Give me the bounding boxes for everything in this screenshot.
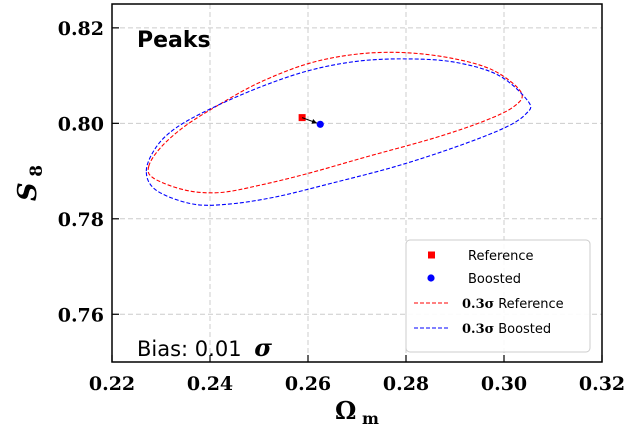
bias-text: Bias: 0.01 <box>137 337 242 361</box>
x-tick-label: 0.26 <box>285 373 331 395</box>
legend: Reference Boosted 0.3σ Reference 0.3σ Boosted <box>405 239 591 353</box>
contour-boosted <box>145 58 532 206</box>
x-axis-title-main: Ω <box>335 396 356 425</box>
y-tick-label: 0.78 <box>58 209 104 231</box>
x-tick-label: 0.28 <box>383 373 429 395</box>
bias-annotation: Bias: 0.01 σ <box>137 333 272 362</box>
contour-reference <box>147 51 523 194</box>
x-tick-label: 0.32 <box>579 373 625 395</box>
legend-contour-label: 0.3σ Reference <box>462 297 564 312</box>
y-axis-title-sub: 8 <box>27 165 47 177</box>
legend-contour-label: 0.3σ Boosted <box>462 322 551 337</box>
x-tick-label: 0.22 <box>89 373 135 395</box>
x-axis-title: Ω m <box>335 396 379 428</box>
bias-sigma: σ <box>254 333 272 362</box>
ticks: 0.22 0.24 0.26 0.28 0.30 0.32 0.76 0.78 0.80 0.82 <box>58 18 625 395</box>
boosted-point <box>316 120 324 128</box>
y-axis-title-main: S <box>13 182 43 201</box>
legend-reference-label: Reference <box>468 249 533 264</box>
y-tick-label: 0.82 <box>58 18 104 40</box>
x-axis-title-sub: m <box>362 409 379 428</box>
x-tick-label: 0.24 <box>187 373 233 395</box>
x-tick-label: 0.30 <box>481 373 527 395</box>
shift-arrow-head <box>311 119 317 124</box>
data-points <box>298 114 324 128</box>
legend-boosted-label: Boosted <box>468 272 521 287</box>
panel-title: Peaks <box>137 28 211 53</box>
legend-contour-prefix: 0.3σ <box>462 297 494 312</box>
legend-boosted-marker <box>427 274 435 282</box>
legend-reference-marker <box>428 251 435 259</box>
contours <box>145 51 532 206</box>
axes-frame <box>111 3 603 363</box>
legend-contour-name: Boosted <box>498 322 551 337</box>
y-axis-title: S 8 <box>13 165 47 201</box>
y-tick-label: 0.76 <box>58 304 104 326</box>
y-tick-label: 0.80 <box>58 113 104 135</box>
legend-box <box>405 239 591 353</box>
legend-contour-prefix: 0.3σ <box>462 322 494 337</box>
legend-contour-name: Reference <box>498 297 563 312</box>
